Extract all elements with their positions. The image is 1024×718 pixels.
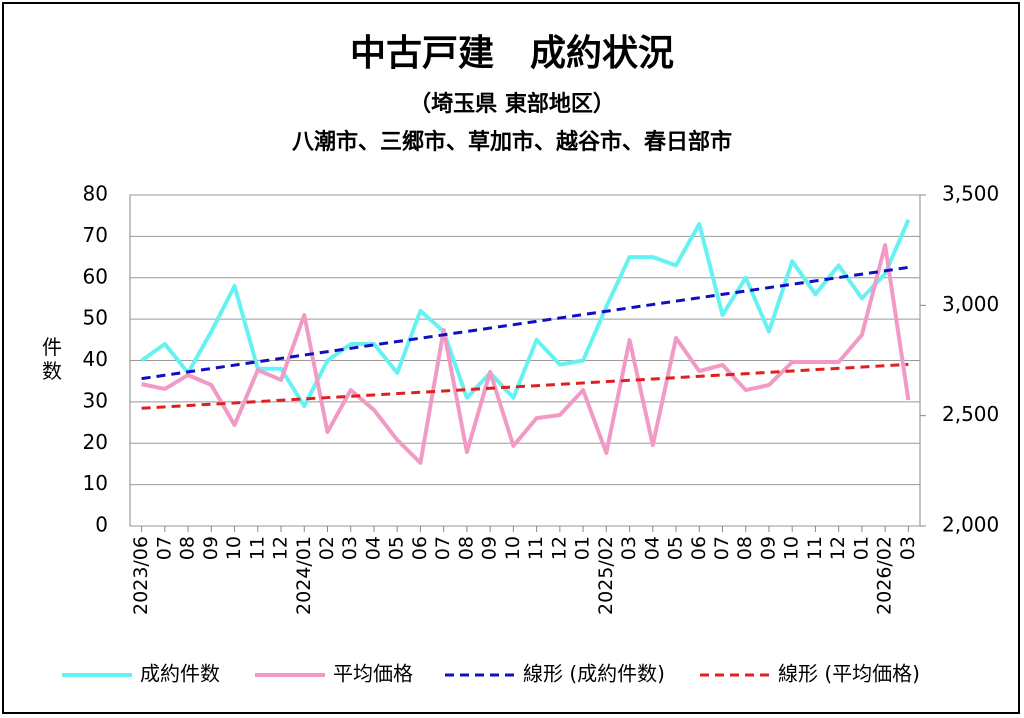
y-tick-label: 50 xyxy=(83,306,108,330)
x-tick-label: 07 xyxy=(153,536,175,560)
y-tick-label: 0 xyxy=(95,513,108,537)
x-tick-label: 2023/06 xyxy=(130,536,152,615)
legend-label: 線形 (成約件数) xyxy=(523,662,665,686)
x-tick-label: 06 xyxy=(688,536,710,560)
x-tick-label: 2025/02 xyxy=(595,536,617,615)
y-tick-label: 70 xyxy=(83,223,108,247)
y-tick-label: 60 xyxy=(83,264,108,288)
y-tick-label: 10 xyxy=(83,471,108,495)
y-tick-label: 30 xyxy=(83,388,108,412)
y2-tick-label: 3,000 xyxy=(942,292,999,316)
trend-line xyxy=(141,362,909,410)
chart-subtitle: （埼玉県 東部地区） xyxy=(409,91,615,117)
legend-label: 平均価格 xyxy=(333,662,413,686)
x-tick-label: 09 xyxy=(757,536,779,560)
x-tick-label: 02 xyxy=(316,536,338,560)
y2-tick-label: 3,500 xyxy=(942,182,999,206)
x-tick-label: 01 xyxy=(572,536,594,560)
legend-label: 成約件数 xyxy=(140,662,220,686)
x-tick-label: 08 xyxy=(455,536,477,560)
x-tick-label: 11 xyxy=(525,536,547,560)
x-tick-label: 11 xyxy=(804,536,826,560)
y2-tick-label: 2,000 xyxy=(942,513,999,537)
x-tick-label: 09 xyxy=(200,536,222,560)
y-tick-label: 40 xyxy=(83,347,108,371)
chart-title: 中古戸建 成約状況 xyxy=(350,33,674,74)
legend-label: 線形 (平均価格) xyxy=(778,662,920,686)
x-tick-label: 10 xyxy=(223,536,245,560)
x-tick-label: 04 xyxy=(362,536,384,560)
x-tick-label: 10 xyxy=(502,536,524,560)
x-tick-label: 12 xyxy=(270,536,292,560)
x-tick-label: 07 xyxy=(432,536,454,560)
x-tick-label: 09 xyxy=(479,536,501,560)
x-tick-label: 03 xyxy=(618,536,640,560)
x-tick-label: 05 xyxy=(665,536,687,560)
x-tick-label: 12 xyxy=(548,536,570,560)
series-line xyxy=(141,243,911,465)
x-tick-label: 03 xyxy=(897,536,919,560)
x-tick-label: 08 xyxy=(177,536,199,560)
trend-line xyxy=(141,265,909,381)
x-tick-label: 06 xyxy=(409,536,431,560)
x-tick-label: 07 xyxy=(711,536,733,560)
x-tick-label: 03 xyxy=(339,536,361,560)
x-tick-label: 08 xyxy=(734,536,756,560)
y-axis-label: 件数 xyxy=(42,335,62,383)
x-tick-label: 12 xyxy=(827,536,849,560)
x-tick-label: 10 xyxy=(781,536,803,560)
chart-subtitle: 八潮市、三郷市、草加市、越谷市、春日部市 xyxy=(292,129,732,155)
x-tick-label: 05 xyxy=(386,536,408,560)
y-tick-label: 80 xyxy=(83,182,108,206)
x-tick-label: 04 xyxy=(641,536,663,560)
x-tick-label: 2024/01 xyxy=(293,536,315,615)
series-line xyxy=(140,219,911,409)
x-tick-label: 2026/02 xyxy=(874,536,896,615)
y-tick-label: 20 xyxy=(83,430,108,454)
x-tick-label: 11 xyxy=(246,536,268,560)
y2-tick-label: 2,500 xyxy=(942,402,999,426)
x-tick-label: 01 xyxy=(850,536,872,560)
